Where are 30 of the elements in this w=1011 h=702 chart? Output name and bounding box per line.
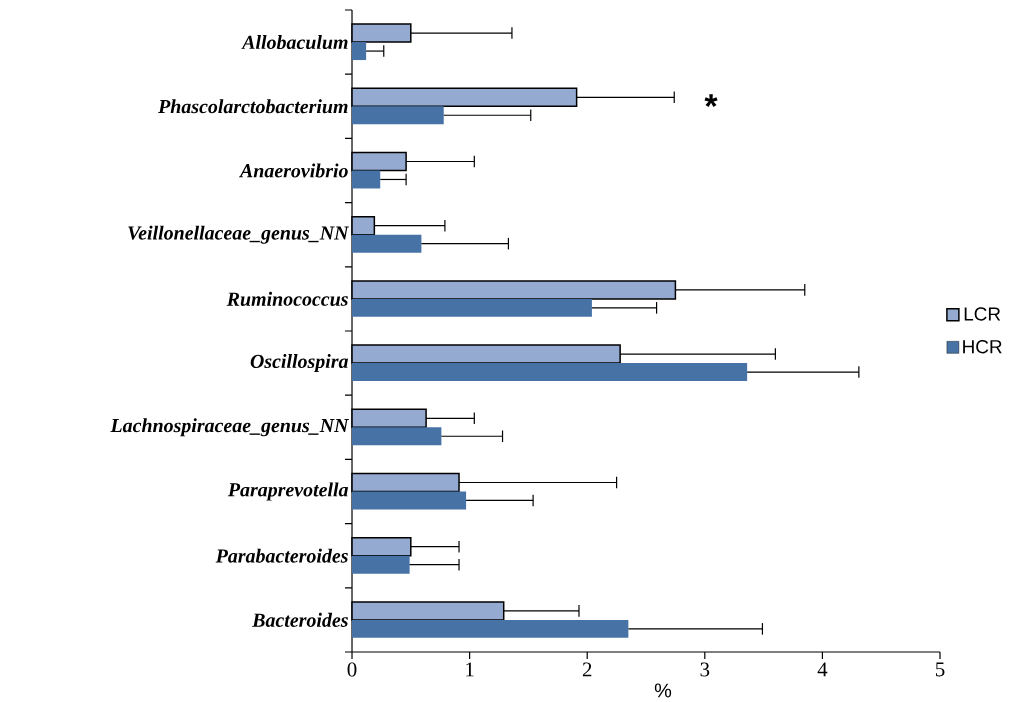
- x-tick-label: 3: [700, 662, 710, 677]
- x-tick-label: 5: [936, 662, 945, 677]
- y-tick-label: Anaerovibrio: [238, 163, 348, 178]
- y-tick-label: Veillonellaceae_genus_NN: [128, 225, 350, 244]
- y-tick-label: Allobaculum: [241, 35, 348, 50]
- y-tick-label: Lachnospiraceae_genus_NN: [110, 418, 350, 437]
- bar: [352, 42, 367, 61]
- bar: [352, 555, 410, 574]
- bar: [352, 106, 444, 125]
- x-tick-label: 2: [582, 662, 592, 677]
- bar: [352, 363, 748, 382]
- y-tick-label: Parabacteroides: [215, 548, 348, 563]
- bar: [352, 619, 629, 638]
- x-axis-title: %: [654, 683, 672, 698]
- y-tick-label: Ruminococcus: [226, 291, 348, 306]
- bar: [352, 298, 592, 317]
- x-tick-label: 0: [347, 662, 357, 677]
- x-tick-label: 1: [466, 662, 474, 677]
- x-tick-label: 4: [817, 662, 828, 677]
- y-tick-label: Bacteroides: [252, 612, 348, 627]
- bar: [352, 491, 467, 510]
- bar: [352, 170, 381, 189]
- legend-label: LCR: [964, 307, 1001, 321]
- annotation: *: [704, 94, 718, 107]
- bar: [352, 427, 442, 446]
- y-tick-label: Oscillospira: [250, 354, 349, 373]
- bar: [352, 234, 422, 253]
- y-tick-label: Phascolarctobacterium: [158, 99, 348, 114]
- y-tick-label: Paraprevotella: [227, 482, 349, 501]
- legend-label: HCR: [963, 339, 1002, 354]
